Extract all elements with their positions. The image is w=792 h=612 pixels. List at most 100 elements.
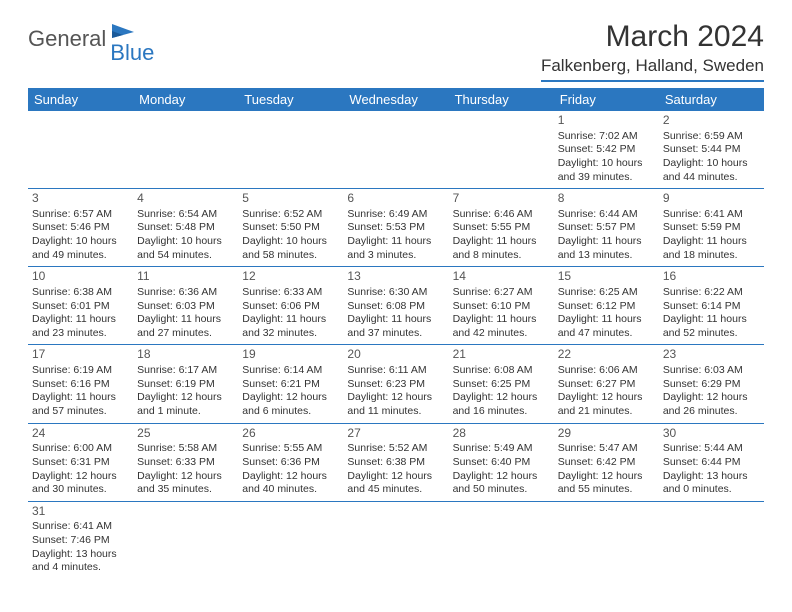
calendar-day-cell: 30Sunrise: 5:44 AMSunset: 6:44 PMDayligh… <box>659 423 764 501</box>
title-block: March 2024 Falkenberg, Halland, Sweden <box>541 20 764 82</box>
day-number: 2 <box>663 113 760 129</box>
day-sunset: Sunset: 6:14 PM <box>663 300 760 314</box>
day-number: 1 <box>558 113 655 129</box>
logo-text-general: General <box>28 26 106 52</box>
day-header: Tuesday <box>238 88 343 111</box>
day-sunset: Sunset: 6:36 PM <box>242 456 339 470</box>
calendar-empty-cell <box>343 111 448 189</box>
calendar-day-cell: 22Sunrise: 6:06 AMSunset: 6:27 PMDayligh… <box>554 345 659 423</box>
day-sunrise: Sunrise: 6:22 AM <box>663 286 760 300</box>
calendar-day-cell: 10Sunrise: 6:38 AMSunset: 6:01 PMDayligh… <box>28 267 133 345</box>
day-daylight: Daylight: 11 hours and 27 minutes. <box>137 313 234 340</box>
day-sunset: Sunset: 5:48 PM <box>137 221 234 235</box>
calendar-day-cell: 16Sunrise: 6:22 AMSunset: 6:14 PMDayligh… <box>659 267 764 345</box>
day-number: 15 <box>558 269 655 285</box>
day-number: 3 <box>32 191 129 207</box>
day-sunrise: Sunrise: 6:30 AM <box>347 286 444 300</box>
day-header: Monday <box>133 88 238 111</box>
calendar-header-row: SundayMondayTuesdayWednesdayThursdayFrid… <box>28 88 764 111</box>
day-daylight: Daylight: 12 hours and 21 minutes. <box>558 391 655 418</box>
calendar-empty-cell <box>238 111 343 189</box>
day-sunrise: Sunrise: 6:06 AM <box>558 364 655 378</box>
day-sunrise: Sunrise: 6:46 AM <box>453 208 550 222</box>
day-sunrise: Sunrise: 6:03 AM <box>663 364 760 378</box>
day-header: Sunday <box>28 88 133 111</box>
calendar-day-cell: 26Sunrise: 5:55 AMSunset: 6:36 PMDayligh… <box>238 423 343 501</box>
calendar-week-row: 3Sunrise: 6:57 AMSunset: 5:46 PMDaylight… <box>28 189 764 267</box>
day-daylight: Daylight: 10 hours and 54 minutes. <box>137 235 234 262</box>
day-daylight: Daylight: 12 hours and 35 minutes. <box>137 470 234 497</box>
day-number: 26 <box>242 426 339 442</box>
day-daylight: Daylight: 11 hours and 42 minutes. <box>453 313 550 340</box>
calendar-day-cell: 2Sunrise: 6:59 AMSunset: 5:44 PMDaylight… <box>659 111 764 189</box>
day-sunrise: Sunrise: 6:27 AM <box>453 286 550 300</box>
day-sunrise: Sunrise: 6:41 AM <box>663 208 760 222</box>
day-daylight: Daylight: 11 hours and 3 minutes. <box>347 235 444 262</box>
calendar-day-cell: 23Sunrise: 6:03 AMSunset: 6:29 PMDayligh… <box>659 345 764 423</box>
day-sunset: Sunset: 5:57 PM <box>558 221 655 235</box>
day-sunrise: Sunrise: 6:41 AM <box>32 520 129 534</box>
day-daylight: Daylight: 12 hours and 30 minutes. <box>32 470 129 497</box>
day-sunset: Sunset: 5:42 PM <box>558 143 655 157</box>
day-header: Thursday <box>449 88 554 111</box>
month-title: March 2024 <box>541 20 764 54</box>
calendar-body: 1Sunrise: 7:02 AMSunset: 5:42 PMDaylight… <box>28 111 764 579</box>
day-sunset: Sunset: 6:21 PM <box>242 378 339 392</box>
location-text: Falkenberg, Halland, Sweden <box>541 56 764 75</box>
calendar-day-cell: 6Sunrise: 6:49 AMSunset: 5:53 PMDaylight… <box>343 189 448 267</box>
day-number: 27 <box>347 426 444 442</box>
day-daylight: Daylight: 12 hours and 26 minutes. <box>663 391 760 418</box>
calendar-empty-cell <box>28 111 133 189</box>
calendar-day-cell: 14Sunrise: 6:27 AMSunset: 6:10 PMDayligh… <box>449 267 554 345</box>
day-number: 11 <box>137 269 234 285</box>
day-daylight: Daylight: 10 hours and 49 minutes. <box>32 235 129 262</box>
day-sunrise: Sunrise: 6:25 AM <box>558 286 655 300</box>
day-header: Friday <box>554 88 659 111</box>
calendar-day-cell: 11Sunrise: 6:36 AMSunset: 6:03 PMDayligh… <box>133 267 238 345</box>
calendar-empty-cell <box>133 111 238 189</box>
day-daylight: Daylight: 11 hours and 23 minutes. <box>32 313 129 340</box>
day-daylight: Daylight: 11 hours and 32 minutes. <box>242 313 339 340</box>
calendar-empty-cell <box>133 501 238 579</box>
day-sunrise: Sunrise: 5:55 AM <box>242 442 339 456</box>
calendar-day-cell: 31Sunrise: 6:41 AMSunset: 7:46 PMDayligh… <box>28 501 133 579</box>
day-sunset: Sunset: 5:55 PM <box>453 221 550 235</box>
day-daylight: Daylight: 12 hours and 45 minutes. <box>347 470 444 497</box>
calendar-table: SundayMondayTuesdayWednesdayThursdayFrid… <box>28 88 764 579</box>
header: General Blue March 2024 Falkenberg, Hall… <box>28 20 764 82</box>
day-sunrise: Sunrise: 5:58 AM <box>137 442 234 456</box>
day-sunrise: Sunrise: 6:44 AM <box>558 208 655 222</box>
day-number: 30 <box>663 426 760 442</box>
day-sunset: Sunset: 6:03 PM <box>137 300 234 314</box>
day-number: 8 <box>558 191 655 207</box>
calendar-day-cell: 9Sunrise: 6:41 AMSunset: 5:59 PMDaylight… <box>659 189 764 267</box>
day-sunrise: Sunrise: 6:36 AM <box>137 286 234 300</box>
calendar-day-cell: 1Sunrise: 7:02 AMSunset: 5:42 PMDaylight… <box>554 111 659 189</box>
calendar-day-cell: 28Sunrise: 5:49 AMSunset: 6:40 PMDayligh… <box>449 423 554 501</box>
day-sunset: Sunset: 6:29 PM <box>663 378 760 392</box>
calendar-week-row: 31Sunrise: 6:41 AMSunset: 7:46 PMDayligh… <box>28 501 764 579</box>
calendar-empty-cell <box>554 501 659 579</box>
day-sunset: Sunset: 5:59 PM <box>663 221 760 235</box>
logo-text-blue: Blue <box>110 40 154 66</box>
day-number: 18 <box>137 347 234 363</box>
day-sunrise: Sunrise: 6:52 AM <box>242 208 339 222</box>
day-number: 5 <box>242 191 339 207</box>
day-sunset: Sunset: 6:08 PM <box>347 300 444 314</box>
calendar-week-row: 17Sunrise: 6:19 AMSunset: 6:16 PMDayligh… <box>28 345 764 423</box>
calendar-day-cell: 12Sunrise: 6:33 AMSunset: 6:06 PMDayligh… <box>238 267 343 345</box>
calendar-day-cell: 17Sunrise: 6:19 AMSunset: 6:16 PMDayligh… <box>28 345 133 423</box>
day-sunrise: Sunrise: 6:08 AM <box>453 364 550 378</box>
logo: General Blue <box>28 26 180 52</box>
day-sunset: Sunset: 6:10 PM <box>453 300 550 314</box>
day-daylight: Daylight: 11 hours and 47 minutes. <box>558 313 655 340</box>
day-sunset: Sunset: 5:50 PM <box>242 221 339 235</box>
day-sunset: Sunset: 6:16 PM <box>32 378 129 392</box>
day-number: 24 <box>32 426 129 442</box>
day-daylight: Daylight: 11 hours and 13 minutes. <box>558 235 655 262</box>
day-sunrise: Sunrise: 6:59 AM <box>663 130 760 144</box>
day-sunset: Sunset: 6:42 PM <box>558 456 655 470</box>
day-sunset: Sunset: 5:46 PM <box>32 221 129 235</box>
day-daylight: Daylight: 10 hours and 39 minutes. <box>558 157 655 184</box>
day-number: 28 <box>453 426 550 442</box>
